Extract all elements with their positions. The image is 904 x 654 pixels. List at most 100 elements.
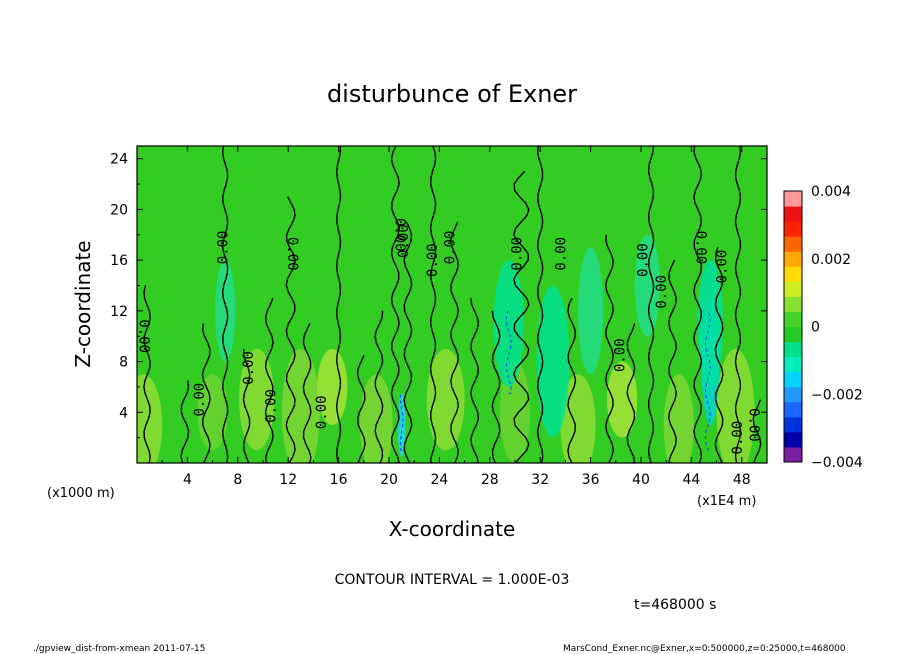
contour-label: 0.00 <box>692 231 708 265</box>
contour-label: 0.00 <box>284 237 300 271</box>
contour-label: 0.00 <box>443 231 459 265</box>
contour-line <box>335 146 342 463</box>
contour-label: 0.00 <box>745 408 761 442</box>
negative-contour <box>704 310 711 451</box>
contour-line <box>667 259 678 463</box>
y-tick-label: 16 <box>110 253 128 269</box>
contour-line <box>512 170 530 463</box>
contour-line <box>470 298 480 463</box>
footer-right: MarsCond_Exner.nc@Exner,x=0:500000,z=0:2… <box>563 644 846 654</box>
field-patch <box>215 260 236 362</box>
x-tick-label: 28 <box>481 472 499 488</box>
contour-line <box>536 146 544 463</box>
colorbar-swatch <box>784 236 802 252</box>
contour-label: 0.00 <box>715 250 731 284</box>
field-patch <box>634 234 660 337</box>
colorbar-frame <box>783 190 803 463</box>
field-patch <box>360 374 393 463</box>
colorbar-swatch <box>784 371 802 388</box>
contour-line <box>285 196 296 463</box>
field-patch <box>493 260 524 387</box>
x-tick-label: 24 <box>430 472 448 488</box>
contour-label: 0.00 <box>730 421 746 455</box>
colorbar-swatch <box>784 281 802 297</box>
contour-labels: 0.000.000.000.000.000.000.000.000.000.00… <box>137 218 761 455</box>
x-axis-label: X-coordinate <box>389 517 516 541</box>
x-tick-label: 20 <box>380 472 398 488</box>
colorbar-swatch <box>784 206 802 222</box>
colorbar-swatch <box>784 386 802 403</box>
colorbar-swatch <box>784 221 802 237</box>
contour-label: 0.00 <box>241 351 257 385</box>
contour-line <box>221 146 229 463</box>
field-patch <box>137 374 163 463</box>
field-patch <box>663 374 694 463</box>
x-tick-label: 44 <box>682 472 700 488</box>
field-patch <box>536 285 570 438</box>
contour-label: 0.00 <box>192 383 208 417</box>
y-tick-label: 24 <box>110 152 128 168</box>
contour-line <box>604 234 615 463</box>
contour-interval-text: CONTOUR INTERVAL = 1.000E-03 <box>335 572 570 588</box>
x-tick-label: 40 <box>632 472 650 488</box>
contour-line <box>264 297 274 463</box>
x-tick-label: 16 <box>330 472 348 488</box>
y-tick-label: 8 <box>119 355 128 371</box>
x-tick-label: 4 <box>183 472 192 488</box>
field-patch <box>397 393 406 457</box>
contour-label: 0.00 <box>613 338 629 372</box>
time-text: t=468000 s <box>634 597 716 613</box>
footer-left: ./gpview_dist-from-xmean 2011-07-15 <box>33 644 205 654</box>
contour-label: 0.00 <box>391 218 407 252</box>
field-patch <box>317 348 348 425</box>
y-axis-label: Z-coordinate <box>71 240 95 367</box>
contour-line <box>752 399 762 463</box>
colorbar-swatch <box>784 326 802 343</box>
x-unit-right: (x1E4 m) <box>697 494 756 509</box>
colorbar-swatch <box>784 431 802 448</box>
x-tick-label: 48 <box>733 472 751 488</box>
colorbar-swatch <box>784 416 802 433</box>
x-tick-label: 36 <box>582 472 600 488</box>
field-patch <box>281 348 320 463</box>
contour-line <box>647 146 655 463</box>
y-tick-label: 20 <box>110 202 128 218</box>
contour-label: 0.00 <box>635 243 651 277</box>
contour-label: 0.00 <box>396 224 412 258</box>
colorbar-swatch <box>784 311 802 327</box>
colorbar-tick-label: 0.002 <box>811 252 851 268</box>
contour-line <box>693 146 703 463</box>
contour-line <box>143 285 151 463</box>
contour-line <box>302 323 312 463</box>
colorbar-swatch <box>784 446 802 463</box>
x-tick-label: 32 <box>531 472 549 488</box>
contour-line <box>180 380 190 463</box>
field-patch <box>239 348 275 451</box>
contour-line <box>626 323 636 463</box>
y-tick-label: 4 <box>119 405 128 421</box>
colorbar-swatch <box>784 296 802 312</box>
chart-title: disturbunce of Exner <box>327 80 577 108</box>
y-axis-ticks: 4 8 12 16 20 24 <box>110 152 767 439</box>
colorbar-swatch <box>784 251 802 267</box>
contour-label: 0.00 <box>654 275 670 309</box>
colorbar-swatch <box>784 341 802 358</box>
field-patch <box>606 361 638 438</box>
contour-line <box>491 310 501 463</box>
field-patch <box>426 348 465 451</box>
contour-line <box>374 310 384 463</box>
colorbar-swatch <box>784 266 802 282</box>
plot-frame <box>136 145 768 464</box>
contour-label: 0.00 <box>509 237 525 271</box>
contour-label: 0.00 <box>553 237 569 271</box>
contour-line <box>390 146 400 463</box>
contour-line <box>567 297 577 463</box>
plot-area: 0.000.000.000.000.000.000.000.000.000.00… <box>137 146 767 463</box>
x-tick-label: 8 <box>233 472 242 488</box>
contour-line <box>201 323 211 463</box>
contour-line <box>356 354 366 463</box>
colorbar-swatch <box>784 401 802 418</box>
colorbar: 0.004 0.002 0 −0.002 −0.004 <box>784 184 863 471</box>
negative-contour <box>399 393 404 451</box>
